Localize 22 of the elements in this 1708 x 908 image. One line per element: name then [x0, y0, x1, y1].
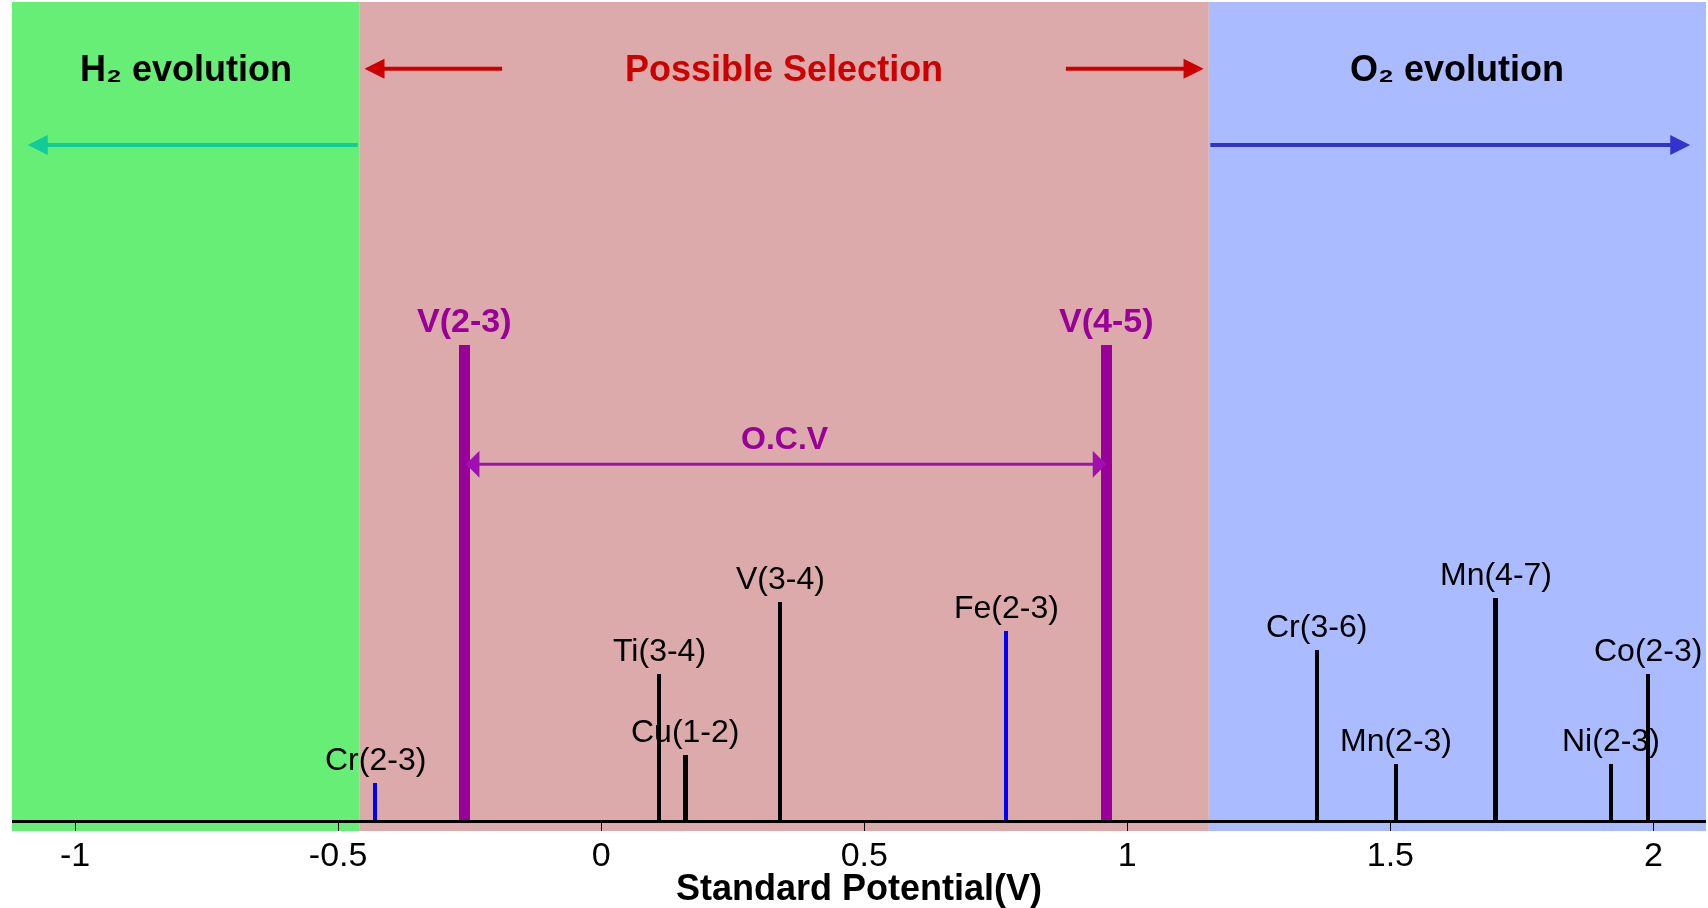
annotation: Mn(4-7) — [1440, 556, 1553, 592]
x-tick-label: -1 — [60, 835, 91, 873]
annotation: O.C.V — [741, 420, 829, 456]
annotation: Cr(2-3) — [325, 741, 427, 777]
x-tick-label: -0.5 — [308, 835, 368, 873]
bar — [373, 783, 377, 821]
x-tick-label: 0 — [591, 835, 611, 873]
x-tick-label: 1 — [1117, 835, 1137, 873]
annotation: Mn(2-3) — [1340, 722, 1453, 758]
band-label: H₂ evolution — [80, 48, 292, 89]
bar — [1004, 631, 1008, 821]
annotation: Fe(2-3) — [954, 589, 1059, 625]
annotation: Co(2-3) — [1594, 632, 1703, 668]
x-tick-label: 1.5 — [1366, 835, 1414, 873]
annotation: V(4-5) — [1059, 301, 1154, 339]
band-label: O₂ evolution — [1350, 48, 1564, 89]
annotation: Ti(3-4) — [613, 632, 707, 668]
annotation: V(2-3) — [417, 301, 512, 339]
band-label: Possible Selection — [625, 48, 944, 89]
x-tick-label: 2 — [1643, 835, 1663, 873]
annotation: Cr(3-6) — [1266, 608, 1368, 644]
annotation: V(3-4) — [736, 560, 825, 596]
